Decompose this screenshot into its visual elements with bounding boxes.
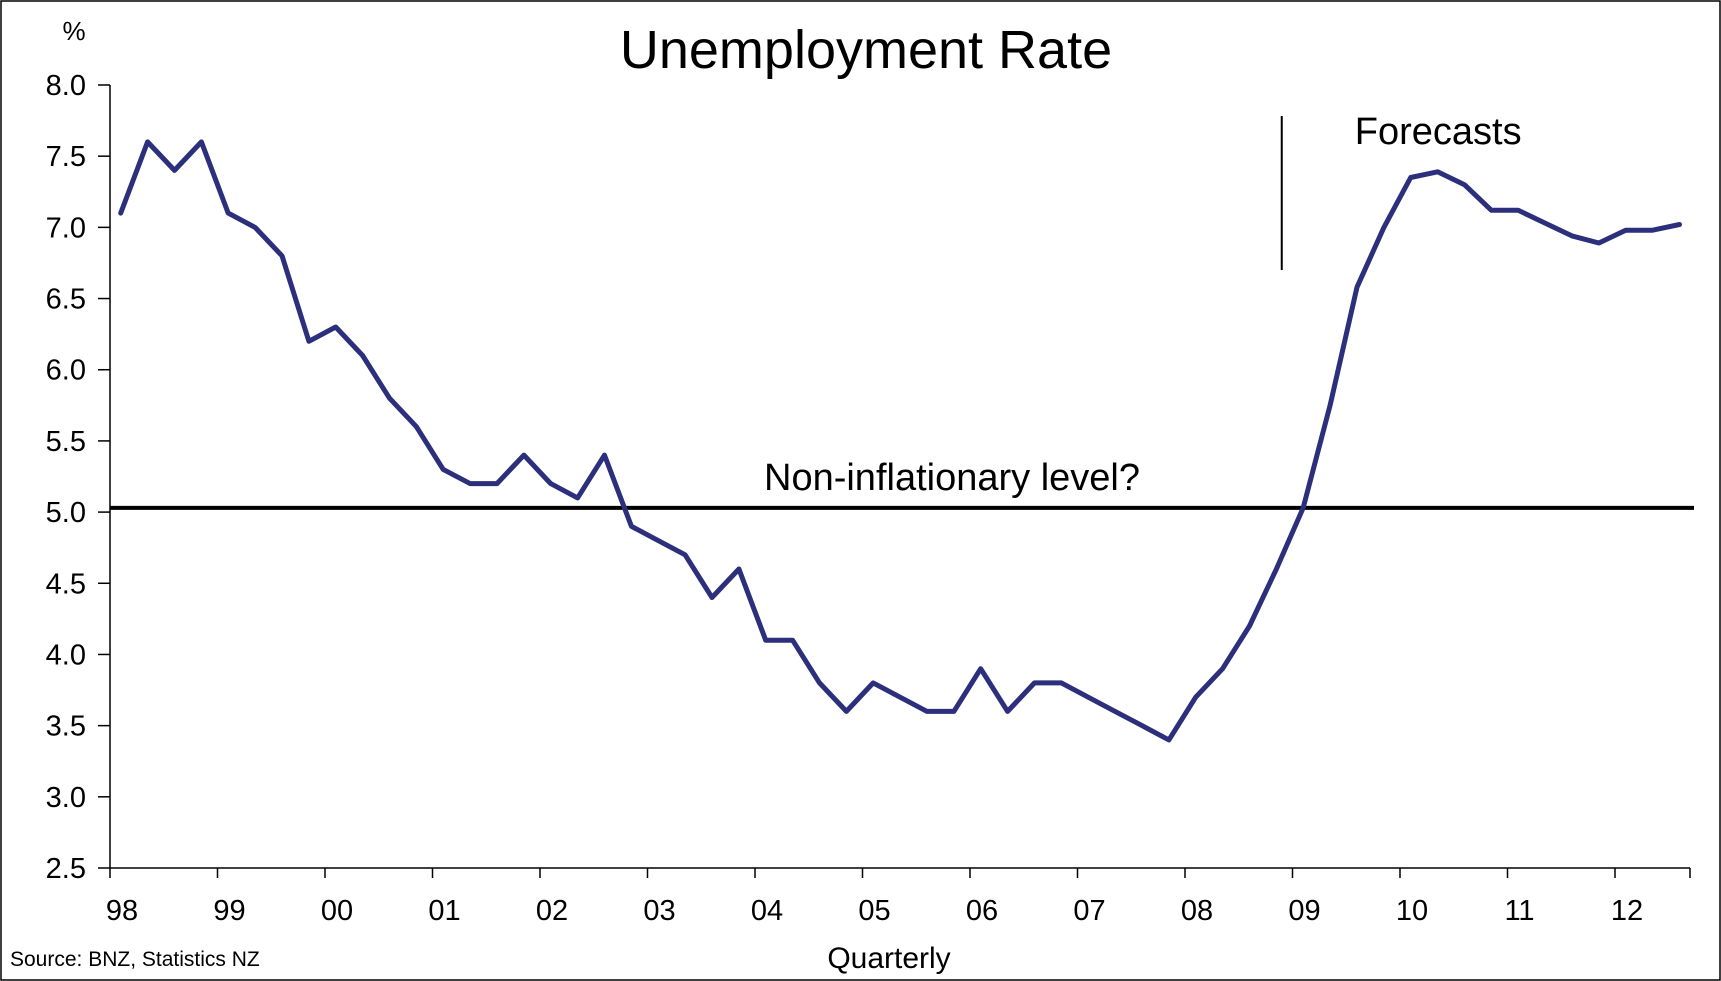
non-inflationary-level-label: Non-inflationary level? [764,457,1140,499]
y-tick-label: 5.0 [46,497,86,529]
x-tick-label: 10 [1396,895,1428,927]
y-tick-label: 6.0 [46,355,86,387]
y-tick-label: 6.5 [46,284,86,316]
y-tick-label: 8.0 [46,70,86,102]
y-tick-label: 4.5 [46,568,86,600]
y-tick-label: 7.5 [46,141,86,173]
y-axis-ticks: 8.0 7.5 7.0 6.5 6.0 5.5 5.0 4.5 4.0 3.5 3.0 2.5 [46,70,110,885]
chart-title: Unemployment Rate [620,20,1112,80]
x-tick-label: 99 [213,895,245,927]
x-tick-label: 04 [751,895,783,927]
source-note: Source: BNZ, Statistics NZ [10,948,260,971]
x-tick-label: 00 [321,895,353,927]
x-tick-label: 03 [643,895,675,927]
x-tick-label: 05 [858,895,890,927]
x-tick-label: 01 [428,895,460,927]
x-tick-label: 09 [1288,895,1320,927]
x-axis-label: Quarterly [827,942,950,975]
x-axis-ticks: 98 99 00 01 02 03 04 05 06 07 08 09 10 11 12 [106,868,1691,927]
x-tick-label: 02 [536,895,568,927]
x-tick-label: 06 [966,895,998,927]
y-tick-label: 2.5 [46,853,86,885]
y-tick-label: 3.0 [46,782,86,814]
x-tick-label: 08 [1181,895,1213,927]
y-tick-label: 5.5 [46,426,86,458]
x-tick-label: 12 [1611,895,1643,927]
x-tick-label: 98 [106,895,138,927]
forecasts-label: Forecasts [1355,111,1522,153]
x-tick-label: 11 [1504,895,1534,927]
x-tick-label: 07 [1073,895,1105,927]
y-tick-label: 7.0 [46,212,86,244]
y-unit-label: % [62,16,85,46]
y-tick-label: 3.5 [46,711,86,743]
y-tick-label: 4.0 [46,639,86,671]
unemployment-rate-series-line [118,139,1682,743]
